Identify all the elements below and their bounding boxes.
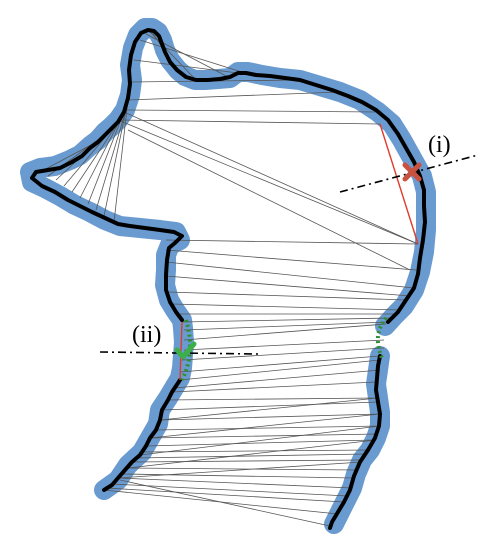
- mesh-edge: [165, 249, 417, 271]
- mesh-edge: [123, 111, 419, 245]
- mesh-edge: [127, 91, 341, 101]
- mesh-edge: [139, 425, 381, 456]
- rejected-edge-line: [379, 123, 419, 245]
- label-i: (i): [428, 132, 451, 158]
- mesh-edge: [159, 413, 381, 421]
- mesh-edge: [119, 119, 381, 125]
- mesh-edge: [149, 413, 381, 439]
- mesh-edge: [181, 347, 385, 361]
- mesh-edge: [105, 487, 345, 503]
- mesh-edge: [135, 453, 367, 459]
- mesh-edge: [117, 461, 363, 479]
- offset-band-left: [20, 18, 436, 500]
- mesh-edge: [173, 369, 381, 389]
- mesh-edge: [71, 119, 121, 193]
- outline-curve-upper: [30, 28, 427, 324]
- mesh-edge: [127, 439, 377, 469]
- mesh-edge: [165, 275, 411, 297]
- mesh-edge: [119, 479, 331, 527]
- mesh-edge: [95, 109, 127, 211]
- mesh-edge: [179, 359, 381, 381]
- mesh-edge: [181, 317, 393, 323]
- mesh-edge: [103, 99, 129, 217]
- mesh-edge: [113, 99, 129, 223]
- mesh-edge: [145, 439, 375, 447]
- mesh-edge: [165, 261, 415, 289]
- mesh-edge: [171, 381, 377, 393]
- outline-curve-left: [102, 378, 182, 492]
- mesh-edge: [79, 119, 121, 199]
- mesh-edge: [179, 355, 381, 373]
- mesh-edge: [87, 111, 125, 205]
- mesh-edge: [161, 401, 379, 411]
- mesh-edge: [165, 397, 379, 401]
- mesh-edge: [183, 323, 387, 341]
- mesh-edge: [149, 433, 379, 439]
- mesh-edge: [165, 239, 419, 245]
- mesh-edge: [117, 477, 353, 489]
- mesh-edge: [155, 425, 381, 431]
- mesh-edge: [171, 303, 401, 311]
- mesh-edge: [141, 449, 371, 453]
- label-ii: (ii): [132, 322, 161, 348]
- cross-icon: [402, 162, 422, 182]
- mesh-edge: [127, 129, 411, 271]
- mesh-edge: [167, 291, 407, 301]
- outline-curve-right: [328, 354, 382, 530]
- mesh-edge: [183, 321, 389, 331]
- mesh-edge: [139, 39, 249, 75]
- mesh-edge: [121, 473, 355, 479]
- check-icon: [174, 341, 197, 360]
- mesh-edge: [131, 459, 363, 463]
- mesh-edge: [127, 467, 359, 471]
- mesh-edge: [125, 109, 379, 113]
- mesh-edge: [111, 483, 349, 497]
- gap-dotted-right: [375, 316, 388, 359]
- mesh-edge: [159, 397, 379, 421]
- section-line-i: [339, 154, 479, 193]
- mesh-edge: [117, 119, 419, 245]
- mesh-edge: [183, 339, 385, 351]
